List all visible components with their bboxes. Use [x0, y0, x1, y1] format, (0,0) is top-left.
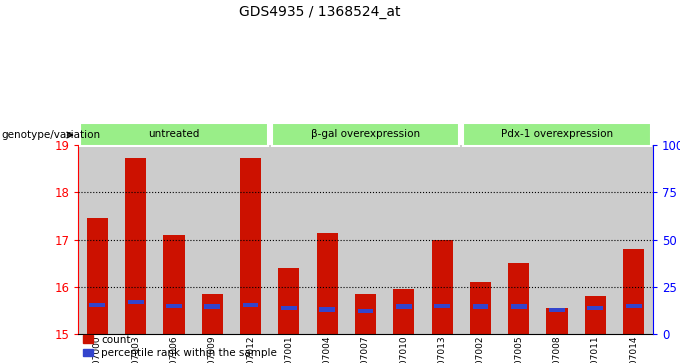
Bar: [270, 145, 308, 334]
Bar: [320, 307, 335, 311]
Bar: [623, 249, 644, 334]
Bar: [193, 145, 231, 334]
Bar: [511, 305, 526, 309]
Text: GDS4935 / 1368524_at: GDS4935 / 1368524_at: [239, 5, 401, 20]
Bar: [116, 145, 155, 334]
Bar: [435, 303, 450, 308]
Bar: [205, 305, 220, 309]
Bar: [396, 305, 411, 309]
Bar: [393, 289, 414, 334]
Bar: [281, 306, 296, 310]
Bar: [202, 294, 223, 334]
Bar: [87, 219, 108, 334]
Bar: [547, 308, 568, 334]
Text: genotype/variation: genotype/variation: [1, 130, 101, 140]
Bar: [500, 145, 538, 334]
Bar: [461, 145, 500, 334]
Bar: [317, 233, 338, 334]
Bar: [576, 145, 615, 334]
Bar: [166, 303, 182, 308]
Bar: [155, 145, 193, 334]
Bar: [278, 268, 299, 334]
Bar: [538, 145, 576, 334]
Bar: [128, 300, 143, 304]
Legend: count, percentile rank within the sample: count, percentile rank within the sample: [84, 335, 277, 358]
FancyBboxPatch shape: [80, 123, 268, 146]
Text: Pdx-1 overexpression: Pdx-1 overexpression: [501, 129, 613, 139]
FancyBboxPatch shape: [271, 123, 460, 146]
Bar: [385, 145, 423, 334]
Bar: [588, 306, 603, 310]
Bar: [231, 145, 270, 334]
Bar: [615, 145, 653, 334]
FancyBboxPatch shape: [463, 123, 651, 146]
Bar: [78, 145, 116, 334]
Bar: [125, 158, 146, 334]
Bar: [470, 282, 491, 334]
Bar: [358, 309, 373, 313]
Bar: [423, 145, 461, 334]
Bar: [508, 263, 529, 334]
Bar: [90, 303, 105, 307]
Text: untreated: untreated: [148, 129, 200, 139]
Bar: [549, 308, 565, 313]
Bar: [626, 303, 641, 308]
Bar: [473, 305, 488, 309]
Bar: [355, 294, 376, 334]
Bar: [240, 158, 261, 334]
Bar: [585, 296, 606, 334]
Bar: [432, 240, 453, 334]
Bar: [346, 145, 385, 334]
Text: β-gal overexpression: β-gal overexpression: [311, 129, 420, 139]
Bar: [243, 303, 258, 307]
Bar: [163, 235, 184, 334]
Bar: [308, 145, 346, 334]
